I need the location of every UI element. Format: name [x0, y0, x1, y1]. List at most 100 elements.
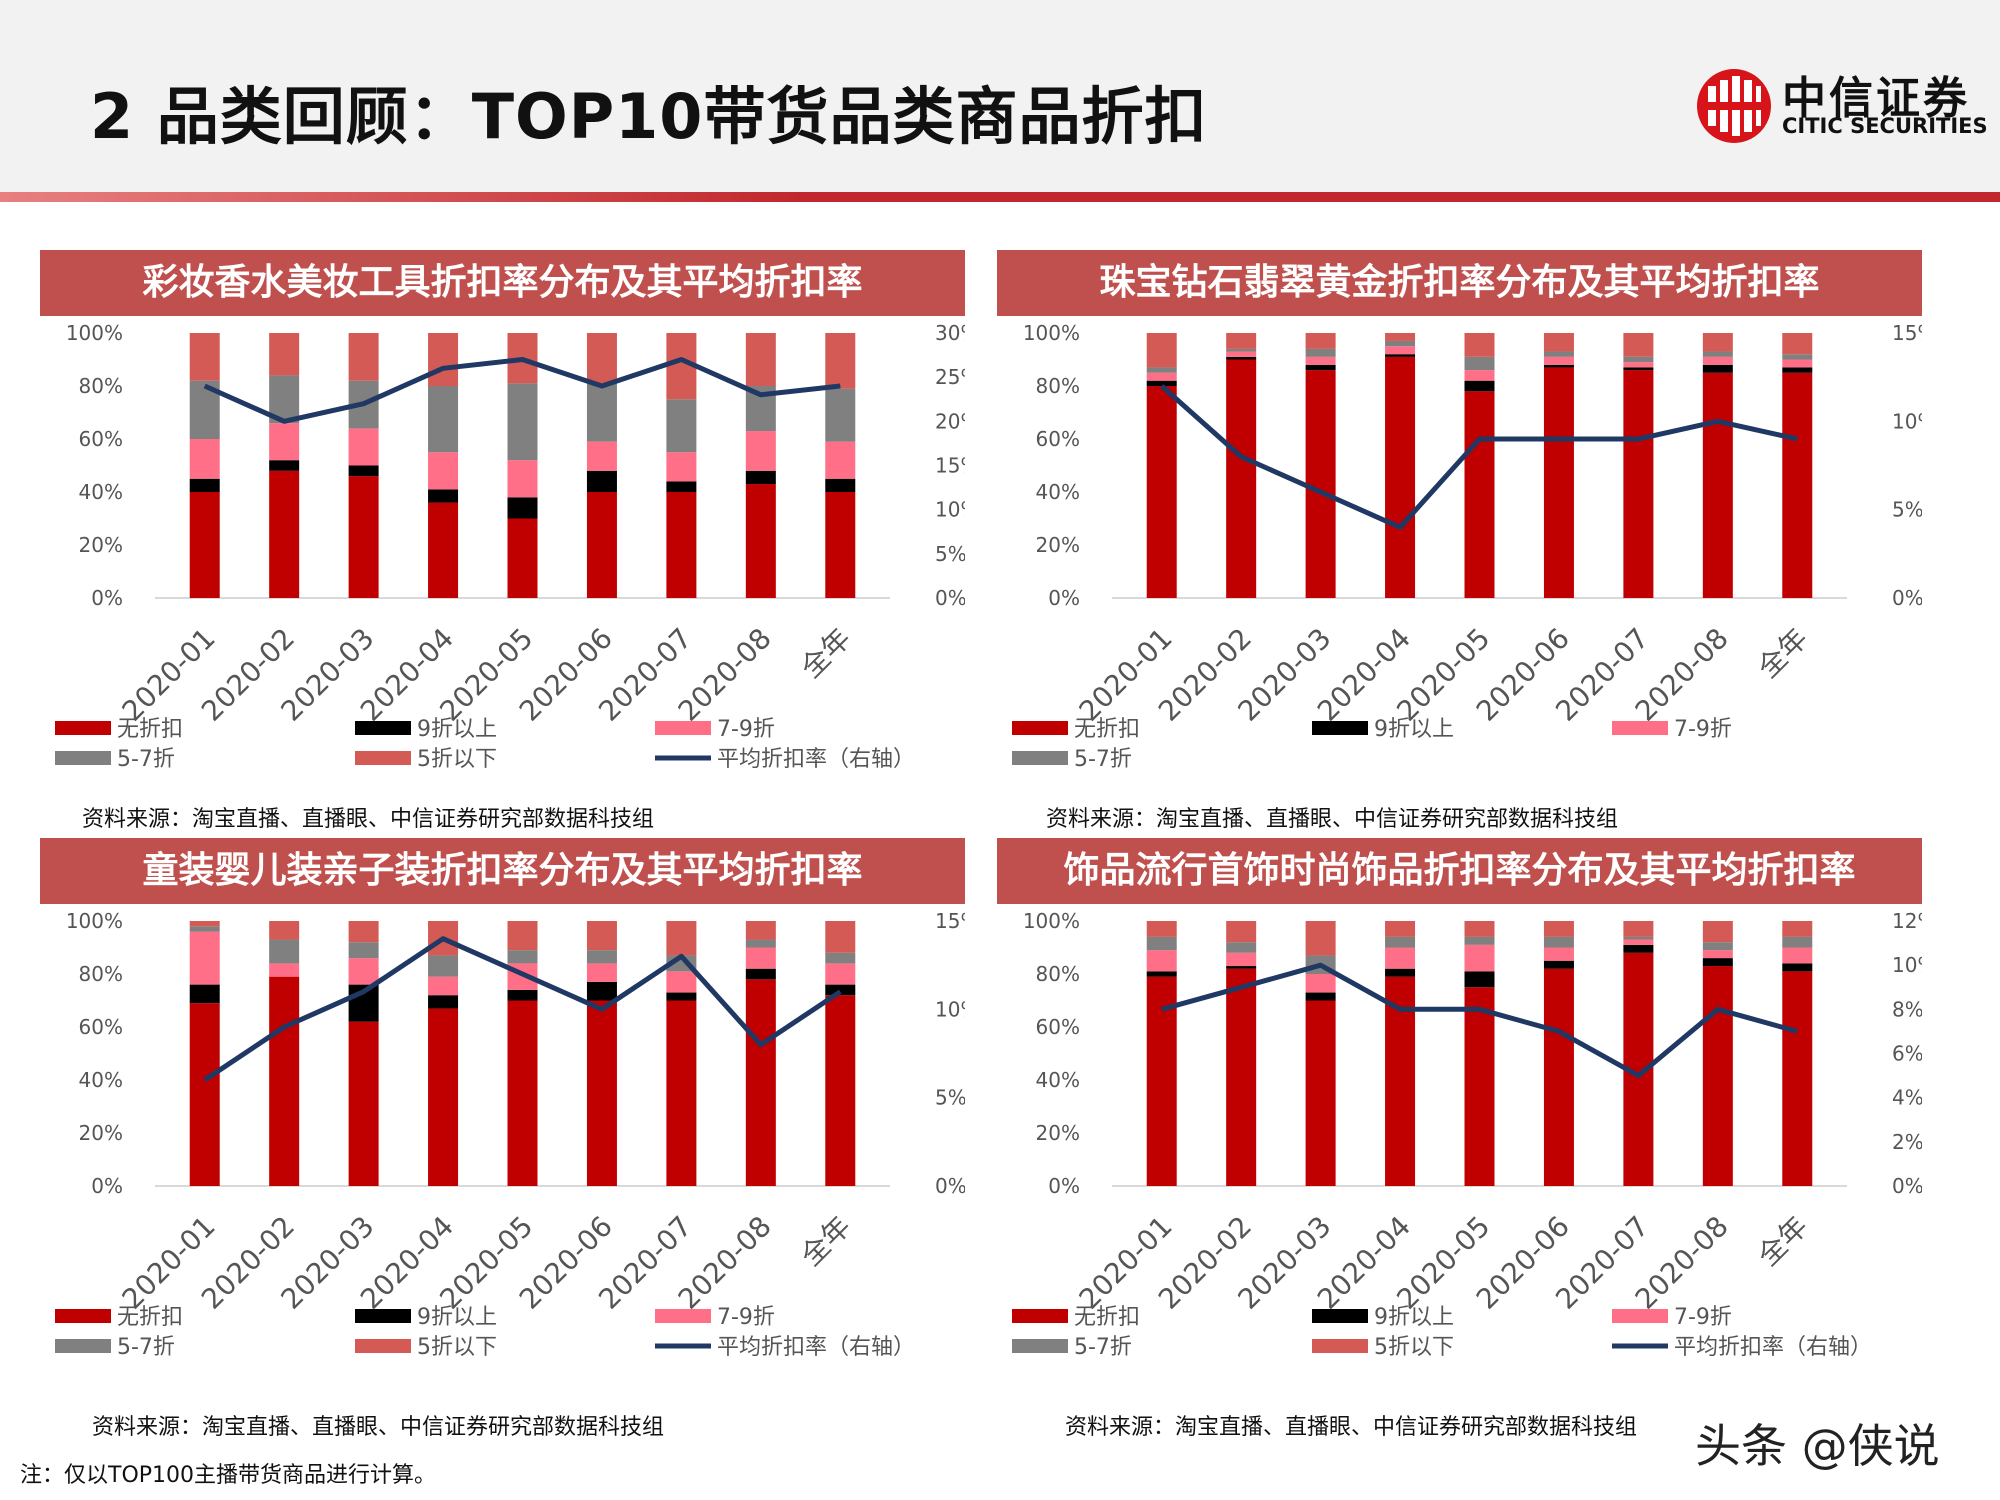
bar-segment — [666, 1000, 697, 1186]
y2-tick-label: 15% — [1892, 321, 1922, 345]
bar-segment — [428, 955, 459, 977]
bar-segment — [745, 979, 776, 1186]
bar-segment — [1226, 356, 1257, 360]
legend-label: 无折扣 — [1074, 1305, 1140, 1330]
bar-segment — [1226, 348, 1257, 352]
bar-segment — [1623, 936, 1654, 940]
bar-segment — [1464, 936, 1495, 945]
y2-tick-label: 8% — [1892, 997, 1922, 1021]
bar-segment — [428, 333, 459, 386]
y2-tick-label: 4% — [1892, 1086, 1922, 1110]
legend-label: 9折以上 — [417, 1305, 497, 1330]
bar-segment — [1543, 960, 1574, 969]
header-divider — [0, 192, 2000, 202]
chart-title: 彩妆香水美妆工具折扣率分布及其平均折扣率 — [40, 250, 965, 316]
bar-segment — [189, 492, 220, 598]
bar-segment — [666, 492, 697, 598]
bar-segment — [1543, 947, 1574, 961]
bar-segment — [507, 497, 538, 519]
bar-segment — [189, 478, 220, 492]
bar-segment — [1543, 367, 1574, 598]
bar-segment — [1782, 921, 1813, 937]
bar-segment — [1305, 974, 1336, 993]
bar-segment — [1623, 362, 1654, 368]
bar-segment — [1385, 968, 1416, 977]
bar-segment — [586, 1000, 617, 1186]
bar-segment — [1385, 936, 1416, 948]
bar-segment — [269, 921, 300, 940]
bar-segment — [428, 995, 459, 1009]
legend-label: 9折以上 — [417, 717, 497, 742]
y-tick-label: 80% — [79, 962, 123, 986]
citic-logo: 中信证券 CITIC SECURITIES — [1694, 62, 1994, 152]
bar-segment — [1464, 391, 1495, 598]
legend-label: 5折以下 — [1374, 1335, 1454, 1360]
legend-label: 平均折扣率（右轴） — [717, 747, 915, 772]
bar-segment — [1146, 367, 1177, 373]
legend-swatch — [1312, 1339, 1368, 1353]
chart-svg: 100%80%60%40%20%0%12%10%8%6%4%2%0%2020-0… — [1012, 909, 1922, 1360]
y-tick-label: 40% — [1036, 480, 1080, 504]
legend-label: 7-9折 — [1674, 1305, 1732, 1330]
bar-segment — [507, 989, 538, 1001]
legend-swatch — [1012, 721, 1068, 735]
bar-segment — [825, 984, 856, 996]
bar-segment — [666, 971, 697, 993]
y-tick-label: 60% — [1036, 1015, 1080, 1039]
y2-tick-label: 20% — [935, 409, 965, 433]
bar-segment — [1782, 372, 1813, 598]
bar-segment — [1702, 966, 1733, 1186]
bar-segment — [1385, 356, 1416, 598]
bar-segment — [348, 921, 379, 943]
bar-segment — [189, 333, 220, 381]
chart-panel-jewelry: 珠宝钻石翡翠黄金折扣率分布及其平均折扣率 100% 80% 60% 40% 20% 0% 1… — [997, 250, 1922, 840]
bar-segment — [745, 939, 776, 948]
bar-segment — [1305, 992, 1336, 1001]
bar-segment — [1464, 987, 1495, 1186]
bar-segment — [1782, 367, 1813, 373]
avg-discount-line — [1161, 962, 1798, 1079]
bar-segment — [428, 386, 459, 453]
legend-label: 5-7折 — [117, 747, 175, 772]
y-tick-label: 60% — [1036, 427, 1080, 451]
bar-segment — [428, 452, 459, 490]
y2-tick-label: 5% — [935, 1086, 965, 1110]
bar-segment — [1146, 386, 1177, 598]
bar-segment — [1226, 333, 1257, 349]
bar-segment — [586, 333, 617, 384]
legend-swatch — [1312, 721, 1368, 735]
bar-segment — [1226, 966, 1257, 969]
bar-segment — [348, 333, 379, 381]
bar-segment — [1702, 351, 1733, 357]
legend-swatch — [355, 751, 411, 765]
legend-label: 5折以下 — [417, 747, 497, 772]
legend-swatch — [1012, 1339, 1068, 1353]
legend-swatch — [655, 1309, 711, 1323]
y2-tick-label: 0% — [1892, 1174, 1922, 1198]
legend-swatch — [1612, 721, 1668, 735]
y2-tick-label: 0% — [935, 586, 965, 610]
bar-segment — [348, 942, 379, 959]
bar-segment — [825, 478, 856, 492]
bar-segment — [428, 489, 459, 503]
bar-segment — [825, 952, 856, 964]
chart-title: 饰品流行首饰时尚饰品折扣率分布及其平均折扣率 — [997, 838, 1922, 904]
x-tick-label: 全年 — [794, 622, 857, 685]
y-tick-label: 0% — [91, 586, 123, 610]
bar-segment — [1305, 364, 1336, 371]
bar-segment — [507, 1000, 538, 1186]
y-tick-label: 80% — [1036, 962, 1080, 986]
bar-segment — [586, 950, 617, 964]
bar-segment — [1623, 356, 1654, 363]
bar-segment — [1226, 921, 1257, 943]
bar-segment — [507, 921, 538, 951]
chart-svg: 100%80%60%40%20%0%15%10%5%0%2020-012020-… — [55, 909, 965, 1360]
legend-swatch — [55, 1309, 111, 1323]
bar-segment — [1305, 348, 1336, 357]
legend-label: 无折扣 — [117, 1305, 183, 1330]
legend-label: 9折以上 — [1374, 1305, 1454, 1330]
bar-segment — [825, 995, 856, 1186]
y-tick-label: 100% — [66, 909, 123, 933]
x-tick-label: 全年 — [1751, 1210, 1814, 1273]
bar-segment — [1146, 936, 1177, 951]
